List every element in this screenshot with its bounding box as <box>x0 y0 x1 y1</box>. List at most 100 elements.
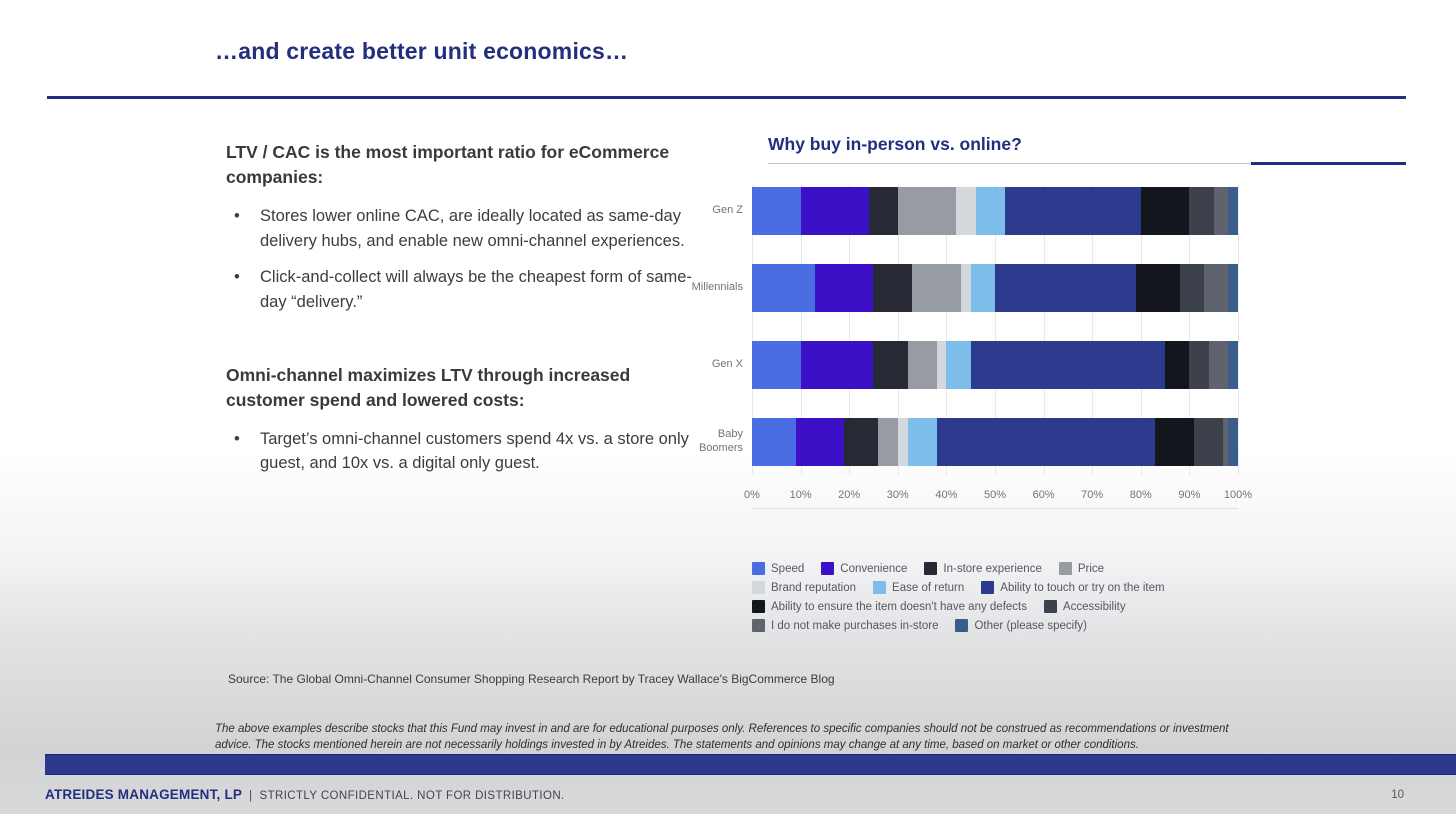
legend-item: Price <box>1058 562 1104 575</box>
legend-label: Ease of return <box>892 581 965 594</box>
legend-label: Other (please specify) <box>974 619 1087 632</box>
bar-segment <box>1194 418 1224 466</box>
bar-segment <box>956 187 976 235</box>
legend-label: Convenience <box>840 562 908 575</box>
legend-swatch <box>1043 600 1057 613</box>
bar-segment <box>960 264 971 312</box>
bar-row: Millennials <box>692 264 1238 312</box>
page-number: 10 <box>1391 789 1404 801</box>
chart-gridlines <box>752 185 1239 475</box>
axis-baseline <box>752 508 1238 509</box>
legend-label: Ability to ensure the item doesn't have … <box>771 600 1027 613</box>
legend-item: Accessibility <box>1043 600 1126 613</box>
x-axis-tick-label: 90% <box>1178 489 1201 501</box>
x-axis-tick-label: 80% <box>1129 489 1152 501</box>
chart-title-underline <box>768 162 1406 165</box>
x-axis-tick-label: 50% <box>983 489 1007 501</box>
bar-segment <box>912 264 961 312</box>
bar-segment <box>1223 418 1229 466</box>
legend-row: Speed Convenience In-store experience Price <box>752 562 1165 575</box>
bar-segment <box>1213 187 1229 235</box>
y-axis-label: Gen X <box>711 358 743 371</box>
bar-segment <box>936 341 947 389</box>
bar-segment <box>970 341 1166 389</box>
bar-segment <box>1165 341 1190 389</box>
bar-segment <box>1208 341 1229 389</box>
bar-segment <box>868 187 898 235</box>
bar-segment <box>752 264 816 312</box>
bar-segment <box>970 264 995 312</box>
legend-item: Ease of return <box>873 581 964 594</box>
legend-item: Convenience <box>821 562 907 575</box>
bar-segment <box>1228 187 1238 235</box>
bar-segment <box>1228 418 1238 466</box>
stacked-bar <box>752 341 1238 389</box>
disclaimer-text: The above examples describe stocks that … <box>215 723 1229 752</box>
legend-label: I do not make purchases in-store <box>771 619 939 632</box>
legend-row: I do not make purchases in-store Other (p… <box>752 619 1165 632</box>
x-axis-tick-label: 20% <box>838 489 861 501</box>
slide-title: …and create better unit economics… <box>215 38 629 64</box>
bullet-text: Target’s omni-channel customers spend 4x… <box>260 429 689 473</box>
x-axis-tick-label: 30% <box>886 489 909 501</box>
chart-legend: Speed Convenience In-store experience Price… <box>752 562 1165 632</box>
gridline <box>752 185 753 475</box>
x-axis-tick-label: 70% <box>1081 489 1104 501</box>
y-axis-label: Baby Boomers <box>698 428 743 454</box>
legend-item: Other (please specify) <box>955 619 1087 632</box>
legend-swatch <box>1058 562 1072 575</box>
left-column: LTV / CAC is the most important ratio fo… <box>226 140 694 488</box>
source-note: Source: The Global Omni-Channel Consumer… <box>228 672 835 686</box>
legend-swatch <box>821 562 835 575</box>
gridline <box>849 185 851 475</box>
legend-item: Speed <box>752 562 804 575</box>
legend-item: Ability to ensure the item doesn't have … <box>752 600 1027 613</box>
x-axis-tick-label: 10% <box>789 489 812 501</box>
section-heading-ltv-cac: LTV / CAC is the most important ratio fo… <box>226 142 670 188</box>
stacked-bar <box>752 187 1238 235</box>
y-axis-label: Gen Z <box>712 204 743 217</box>
legend-swatch <box>752 562 765 575</box>
bar-segment <box>946 341 971 389</box>
gridline <box>1189 185 1191 475</box>
gridline <box>1238 185 1239 475</box>
bullet-marker: • <box>234 206 240 225</box>
bar-segment <box>1140 187 1190 235</box>
footer: ATREIDES MANAGEMENT, LP | STRICTLY CONFI… <box>45 787 565 802</box>
bullet-marker: • <box>234 429 240 448</box>
bar-segment <box>994 264 1136 312</box>
footer-separator: | <box>249 790 253 802</box>
legend-row: Brand reputation Ease of return Ability to… <box>752 581 1165 594</box>
bar-segment <box>752 341 801 389</box>
chart-title-underline-accent <box>1251 162 1406 165</box>
bar-segment <box>897 418 908 466</box>
bullet-item: • Stores lower online CAC, are ideally l… <box>226 204 694 254</box>
legend-label: Brand reputation <box>771 581 857 594</box>
legend-label: Ability to touch or try on the item <box>1000 581 1165 594</box>
legend-swatch <box>752 600 765 613</box>
bar-segment <box>815 264 874 312</box>
legend-swatch <box>981 581 995 594</box>
bar-segment <box>1189 187 1214 235</box>
section-heading-omni-channel: Omni-channel maximizes LTV through incre… <box>226 364 631 411</box>
x-axis-tick-label: 100% <box>1223 489 1253 501</box>
gridline <box>1092 185 1094 475</box>
bar-segment <box>752 187 801 235</box>
legend-label: Accessibility <box>1062 600 1126 613</box>
chart-rows: Gen Z Millennials Gen X Baby Boomers <box>692 185 1238 467</box>
gridline <box>1043 185 1045 475</box>
x-axis-tick-label: 60% <box>1032 489 1055 501</box>
bar-row: Gen X <box>712 341 1238 389</box>
bullet-list-omni-channel: • Target’s omni-channel customers spend … <box>226 427 694 477</box>
bar-segment <box>1004 187 1141 235</box>
footer-accent-bar <box>45 754 1456 775</box>
bar-row: Baby Boomers <box>699 418 1238 466</box>
legend-label: In-store experience <box>943 562 1042 575</box>
gridline <box>897 185 899 475</box>
chart-plot: Gen Z Millennials Gen X Baby Boomers <box>692 185 1239 475</box>
legend-label: Speed <box>771 562 805 575</box>
gridline <box>946 185 948 475</box>
x-axis-tick-label: 0% <box>744 489 760 501</box>
gridline <box>1140 185 1142 475</box>
